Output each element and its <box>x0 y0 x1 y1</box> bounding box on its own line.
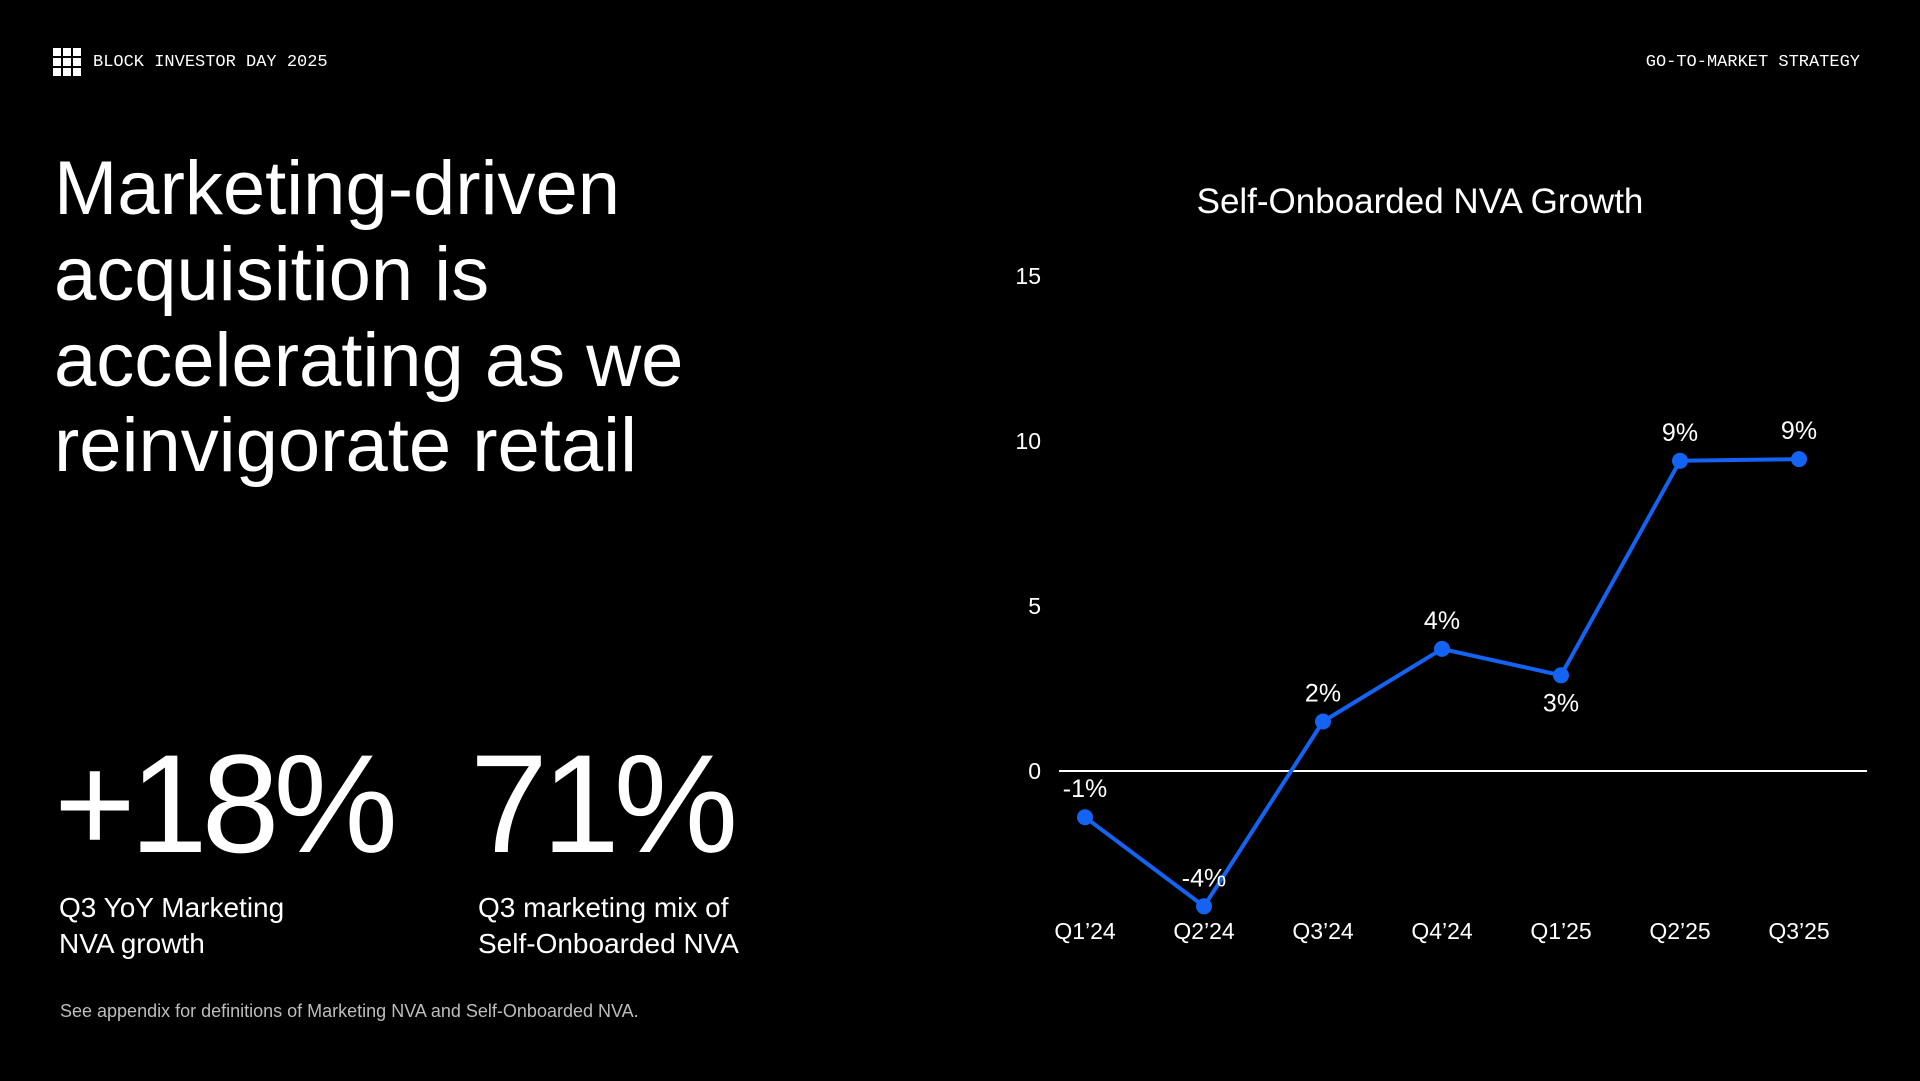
point <box>1315 713 1331 730</box>
point <box>1791 451 1807 468</box>
x-tick-label: Q1’24 <box>1054 918 1116 944</box>
x-tick-label: Q2’24 <box>1173 918 1235 944</box>
data-label: 9% <box>1781 417 1817 445</box>
point <box>1672 452 1688 469</box>
headline: acquisition is <box>54 232 489 317</box>
chart-title: Self-Onboarded NVA Growth <box>1197 182 1644 221</box>
line <box>1083 457 1800 909</box>
y-tick-label: 15 <box>1015 263 1041 289</box>
point <box>1553 667 1569 684</box>
x-tick-label: Q4’24 <box>1411 918 1473 944</box>
footnote: See appendix for definitions of Marketin… <box>60 1001 639 1021</box>
data-label: 3% <box>1543 689 1579 717</box>
y-tick-label: 5 <box>1028 593 1041 619</box>
x-tick-label: Q1’25 <box>1530 918 1591 944</box>
data-label: -4% <box>1182 864 1226 892</box>
stat-value: 71% <box>470 725 734 882</box>
data-label: 2% <box>1305 680 1341 708</box>
x-tick-label: Q3’25 <box>1768 918 1829 944</box>
stat-label: Q3 YoY Marketing <box>59 892 284 923</box>
stat-label: Q3 marketing mix of <box>478 892 729 923</box>
stat-label: Self-Onboarded NVA <box>478 928 739 959</box>
x-tick-label: Q2’25 <box>1649 918 1710 944</box>
data-label: 4% <box>1424 607 1460 635</box>
header-left: BLOCK INVESTOR DAY 2025 <box>93 53 328 72</box>
y-tick-label: 10 <box>1015 428 1041 454</box>
point <box>1077 809 1093 826</box>
y-tick-label: 0 <box>1028 758 1041 784</box>
headline: Marketing-driven <box>54 146 620 231</box>
logo <box>53 48 81 76</box>
point <box>1196 898 1212 915</box>
data-label: 9% <box>1662 419 1698 447</box>
header-right: GO-TO-MARKET STRATEGY <box>1646 53 1860 72</box>
headline: reinvigorate retail <box>54 403 637 488</box>
stat-value: +18% <box>54 725 393 882</box>
headline: accelerating as we <box>54 318 683 403</box>
x-tick-label: Q3’24 <box>1292 918 1354 944</box>
stat-label: NVA growth <box>59 928 205 959</box>
data-label: -1% <box>1063 775 1107 803</box>
point <box>1434 640 1450 657</box>
